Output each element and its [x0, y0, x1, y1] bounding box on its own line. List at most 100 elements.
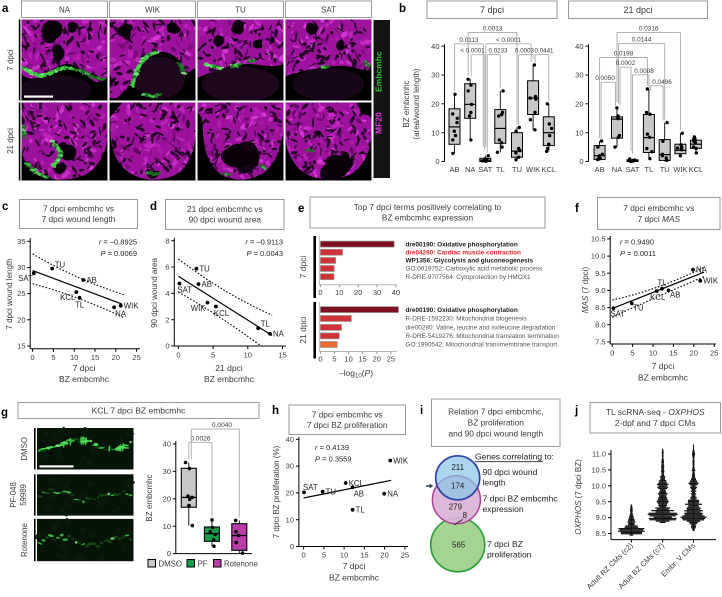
svg-text:TU: TU	[633, 303, 644, 312]
svg-text:15: 15	[360, 551, 368, 560]
svg-text:0.0113: 0.0113	[459, 37, 479, 44]
svg-text:7 dpci: 7 dpci	[298, 256, 308, 279]
svg-text:40: 40	[431, 42, 439, 51]
svg-text:BZ embcmhc: BZ embcmhc	[204, 374, 255, 384]
svg-text:15: 15	[359, 355, 367, 364]
svg-text:40: 40	[286, 435, 294, 444]
svg-text:NA: NA	[696, 266, 708, 275]
svg-text:Top 7 dpci terms positively co: Top 7 dpci terms positively correlating …	[354, 202, 502, 212]
svg-text:MF20: MF20	[374, 112, 384, 134]
svg-text:SAT: SAT	[18, 274, 33, 283]
svg-text:20: 20	[163, 494, 171, 503]
svg-text:P = 0.0069: P = 0.0069	[100, 249, 137, 258]
svg-text:21 dpci: 21 dpci	[6, 128, 15, 154]
svg-text:SAT: SAT	[321, 6, 336, 15]
svg-text:21 dpci: 21 dpci	[623, 5, 652, 15]
svg-text:WIK: WIK	[124, 302, 140, 311]
svg-text:30: 30	[575, 71, 583, 80]
svg-text:7 dpci wound length: 7 dpci wound length	[5, 258, 14, 329]
svg-text:7 dpci: 7 dpci	[480, 5, 504, 15]
svg-text:–log10(P): –log10(P)	[339, 368, 373, 380]
svg-text:20: 20	[575, 99, 583, 108]
svg-text:R-DRE-1592230: Mitochondrial b: R-DRE-1592230: Mitochondrial biogenesis	[406, 316, 527, 323]
svg-text:SAT: SAT	[303, 483, 318, 492]
svg-text:TU: TU	[235, 6, 246, 15]
svg-text:Rotenone: Rotenone	[224, 559, 258, 568]
svg-text:0.0496: 0.0496	[652, 79, 672, 86]
svg-text:10.5: 10.5	[591, 235, 606, 244]
svg-text:WIK: WIK	[526, 165, 540, 174]
svg-text:15: 15	[17, 342, 25, 351]
svg-text:SAT: SAT	[177, 286, 192, 295]
svg-text:a: a	[2, 3, 9, 15]
svg-text:7 dpci: 7 dpci	[652, 361, 675, 371]
svg-text:0: 0	[579, 157, 583, 166]
svg-text:10: 10	[163, 522, 171, 531]
svg-text:PF-048: PF-048	[9, 482, 18, 508]
svg-text:0: 0	[165, 342, 169, 351]
svg-text:j: j	[574, 405, 578, 417]
svg-text:BZ embcmhc: BZ embcmhc	[638, 373, 689, 383]
svg-text:7.5: 7.5	[595, 338, 605, 347]
svg-text:R-DRE-5419276: Mitochondrial t: R-DRE-5419276: Mitochondrial translation…	[406, 333, 560, 340]
svg-text:and 90 dpci wound length: and 90 dpci wound length	[449, 429, 544, 439]
svg-text:TU: TU	[326, 487, 337, 496]
svg-text:PF: PF	[198, 559, 208, 568]
svg-text:7 dpci wound length: 7 dpci wound length	[42, 214, 116, 224]
svg-text:KCL: KCL	[349, 479, 365, 488]
svg-text:10: 10	[335, 288, 343, 297]
svg-text:proliferation: proliferation	[487, 550, 532, 560]
svg-text:KCL: KCL	[542, 165, 557, 174]
svg-text:40: 40	[392, 288, 400, 297]
svg-text:10: 10	[244, 351, 252, 360]
svg-text:211: 211	[451, 463, 464, 472]
svg-text:15: 15	[669, 349, 677, 358]
svg-text:0: 0	[435, 157, 439, 166]
svg-text:20: 20	[112, 353, 120, 362]
svg-text:565: 565	[452, 541, 466, 550]
svg-text:90 dpci wound area: 90 dpci wound area	[150, 258, 159, 328]
svg-text:SAT: SAT	[610, 309, 625, 318]
svg-text:8.5: 8.5	[596, 529, 606, 538]
svg-text:Embcmhc: Embcmhc	[374, 51, 384, 92]
svg-text:e: e	[298, 203, 304, 215]
svg-text:8.5: 8.5	[595, 303, 605, 312]
svg-text:15: 15	[278, 351, 286, 360]
svg-text:7 dpci BZ embcmhc: 7 dpci BZ embcmhc	[483, 494, 559, 504]
svg-text:30: 30	[373, 288, 381, 297]
svg-text:30: 30	[163, 467, 171, 476]
svg-text:0.0002: 0.0002	[616, 60, 636, 67]
svg-text:d: d	[150, 201, 157, 213]
svg-text:25: 25	[401, 551, 409, 560]
svg-text:r = –0.9113: r = –0.9113	[245, 238, 283, 247]
svg-text:0.0198: 0.0198	[614, 51, 634, 58]
svg-text:11.0: 11.0	[592, 450, 606, 459]
svg-text:b: b	[399, 3, 406, 15]
svg-text:4: 4	[165, 289, 169, 298]
svg-text:10: 10	[431, 128, 439, 137]
svg-text:30: 30	[431, 71, 439, 80]
svg-text:g: g	[1, 407, 8, 419]
svg-text:0.0003: 0.0003	[515, 48, 534, 55]
svg-text:TU: TU	[512, 165, 522, 174]
svg-text:0: 0	[31, 353, 35, 362]
svg-text:MAS (7 dpci): MAS (7 dpci)	[581, 267, 590, 314]
svg-text:NA: NA	[612, 165, 622, 174]
svg-text:AB: AB	[354, 489, 364, 498]
svg-text:7 dpci: 7 dpci	[343, 561, 366, 571]
svg-text:5: 5	[631, 349, 635, 358]
svg-text:c: c	[2, 201, 9, 213]
svg-text:SAT: SAT	[625, 165, 639, 174]
svg-text:KCL: KCL	[60, 293, 76, 302]
svg-text:KCL 7 dpci BZ embcmhc: KCL 7 dpci BZ embcmhc	[92, 406, 186, 416]
svg-text:5: 5	[51, 353, 55, 362]
svg-text:SAT: SAT	[478, 165, 492, 174]
svg-text:20: 20	[17, 315, 25, 324]
svg-text:< 0.0001: < 0.0001	[496, 37, 521, 44]
svg-text:TL: TL	[645, 165, 654, 174]
svg-text:6: 6	[165, 263, 169, 272]
svg-text:0.0144: 0.0144	[632, 36, 652, 43]
svg-text:90 dpci wound area: 90 dpci wound area	[189, 215, 262, 225]
svg-text:h: h	[272, 405, 279, 417]
svg-text:DMSO: DMSO	[20, 437, 29, 460]
